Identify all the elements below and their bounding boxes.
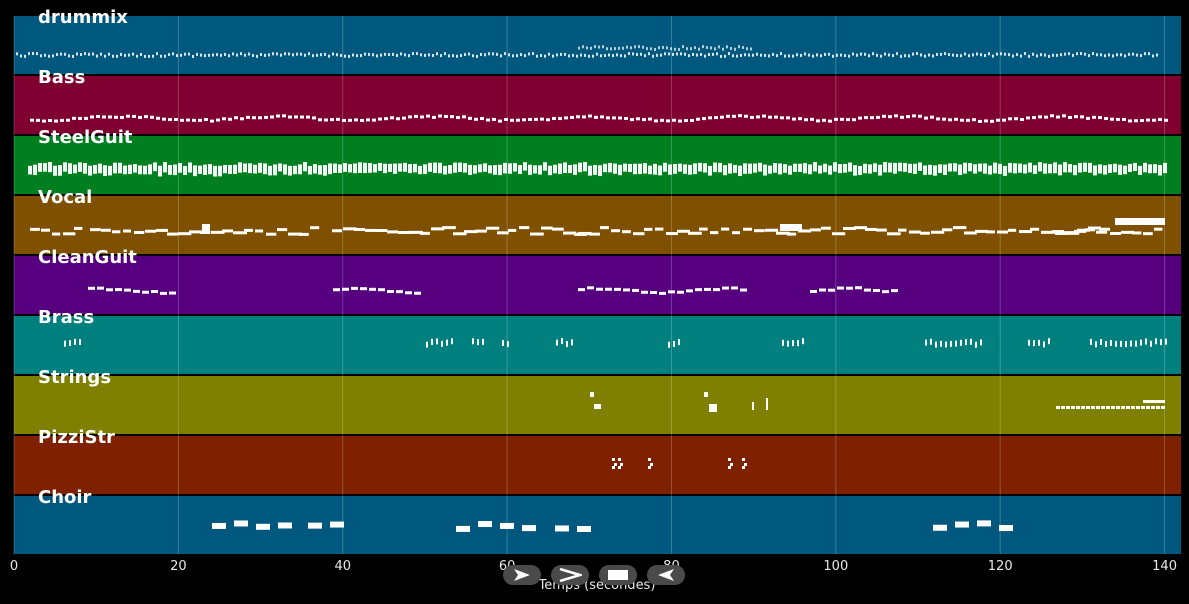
track-lane-drummix[interactable] bbox=[14, 16, 1181, 74]
track-label: Strings bbox=[38, 367, 112, 388]
next-button[interactable] bbox=[551, 565, 589, 585]
track-lane-vocal[interactable] bbox=[14, 196, 1181, 254]
play-icon bbox=[512, 568, 532, 582]
track-label: CleanGuit bbox=[38, 247, 137, 268]
x-tick-label: 20 bbox=[170, 559, 187, 574]
track-label: Vocal bbox=[38, 187, 93, 208]
rewind-icon bbox=[656, 568, 676, 582]
track-lane-brass[interactable] bbox=[14, 316, 1181, 374]
rewind-button[interactable] bbox=[647, 565, 685, 585]
x-tick-label: 140 bbox=[1152, 559, 1177, 574]
x-tick-label: 40 bbox=[334, 559, 351, 574]
track-lane-pizzistr[interactable] bbox=[14, 436, 1181, 494]
note-marks bbox=[16, 45, 1168, 532]
track-label: SteelGuit bbox=[38, 127, 133, 148]
track-label: Brass bbox=[38, 307, 95, 328]
x-tick-label: 120 bbox=[987, 559, 1013, 574]
stop-button[interactable] bbox=[599, 565, 637, 585]
play-button[interactable] bbox=[503, 565, 541, 585]
track-lane-cleanguit[interactable] bbox=[14, 256, 1181, 314]
next-icon bbox=[558, 568, 582, 582]
x-tick-label: 100 bbox=[823, 559, 849, 574]
stop-icon bbox=[607, 569, 629, 581]
track-label: Choir bbox=[38, 487, 92, 508]
track-lane-bass[interactable] bbox=[14, 76, 1181, 134]
track-lane-choir[interactable] bbox=[14, 496, 1181, 554]
track-label: PizziStr bbox=[38, 427, 115, 448]
track-label: drummix bbox=[38, 7, 128, 28]
x-tick-label: 0 bbox=[9, 559, 19, 574]
track-label: Bass bbox=[38, 67, 86, 88]
